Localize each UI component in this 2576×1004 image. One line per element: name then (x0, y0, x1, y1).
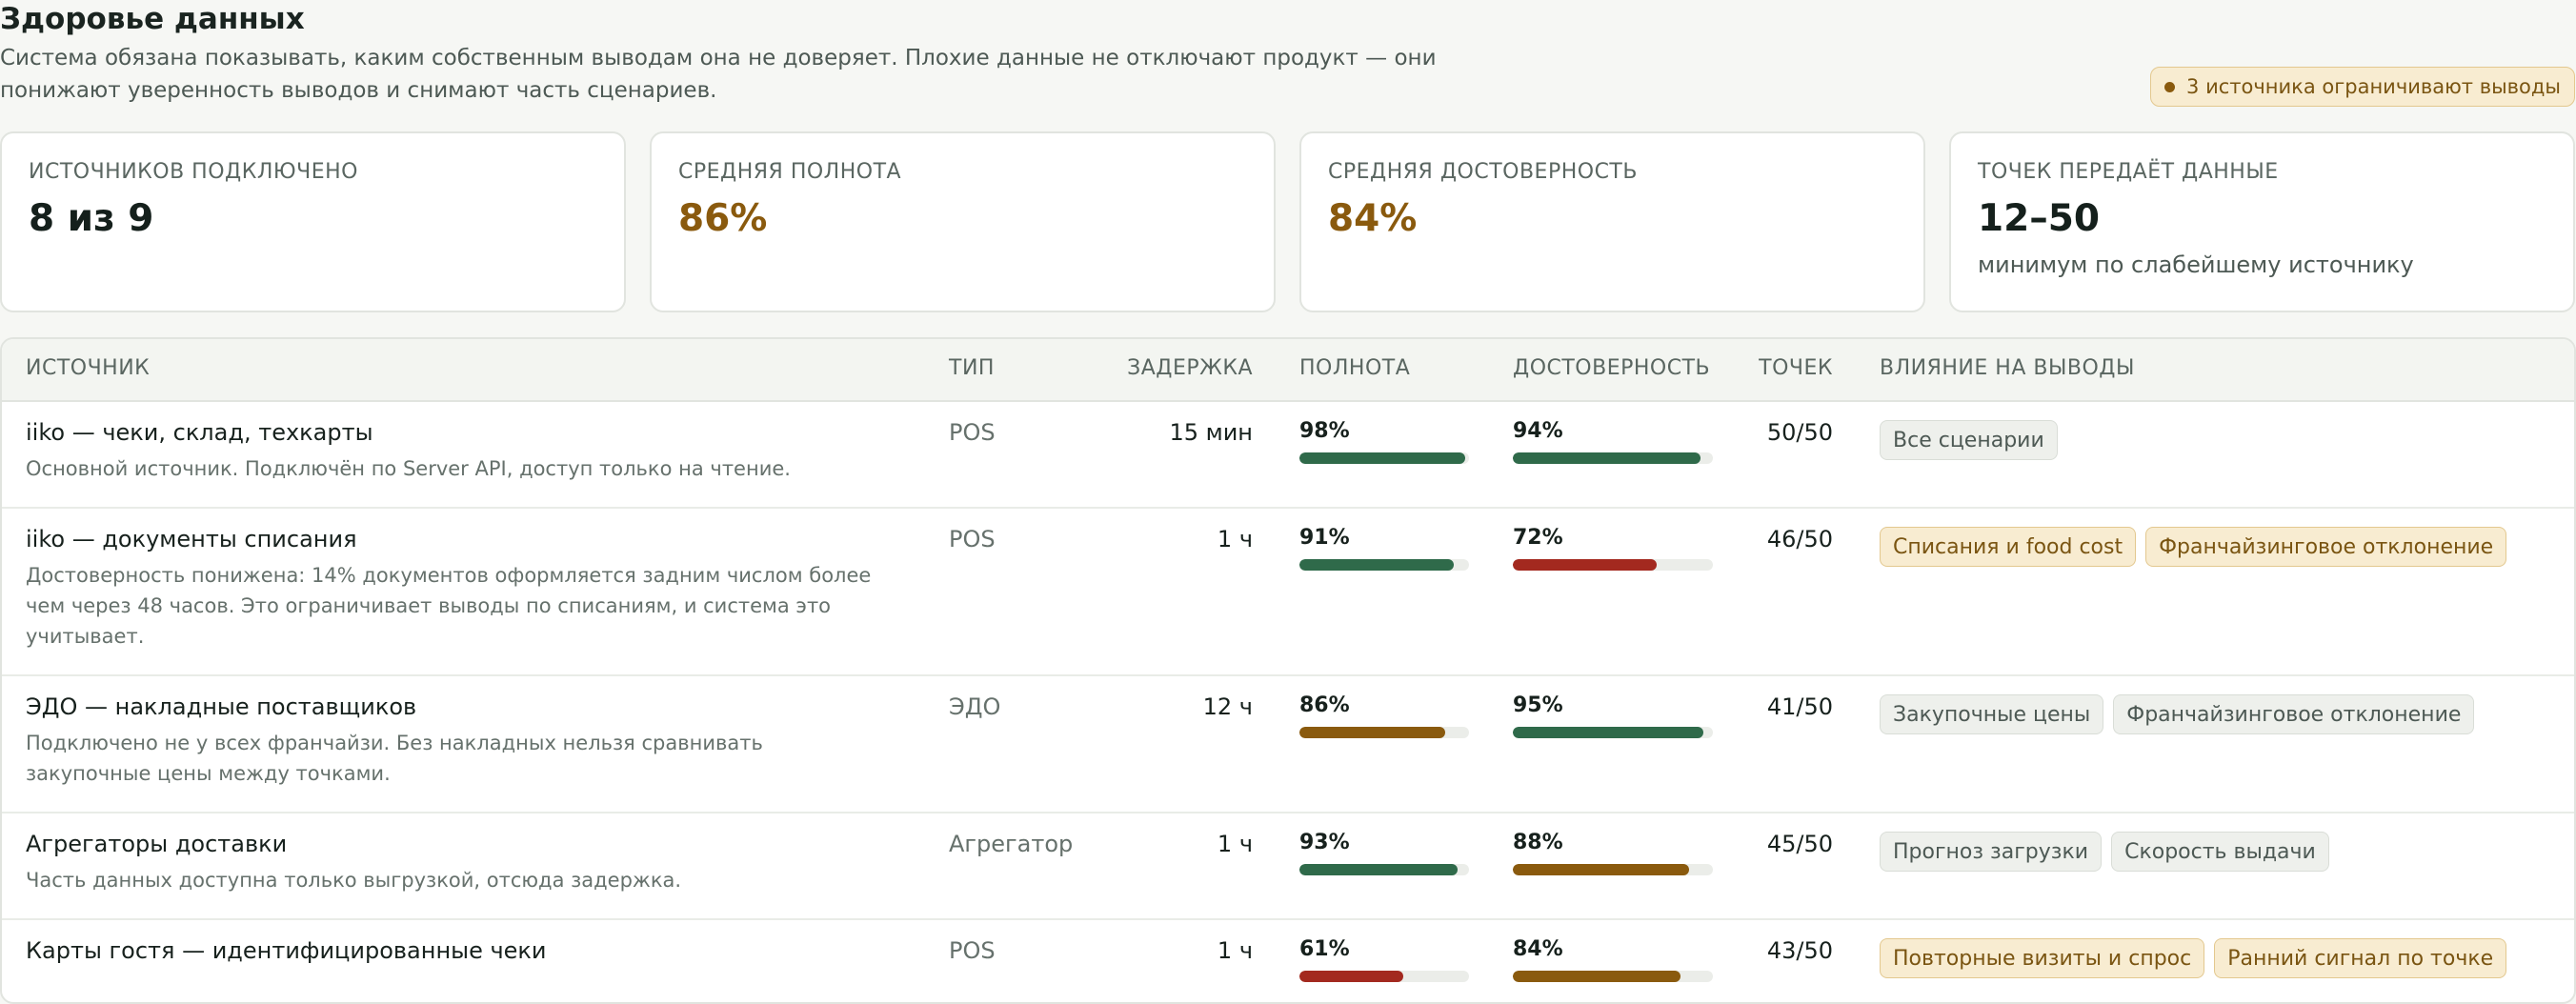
source-name: iiko — документы списания (26, 526, 357, 552)
impact-tag[interactable]: Прогноз загрузки (1880, 832, 2103, 872)
completeness-bar-fill (1299, 559, 1454, 571)
source-type: POS (949, 937, 996, 964)
impact-tag[interactable]: Франчайзинговое отклонение (2113, 694, 2475, 734)
kpi-label: СРЕДНЯЯ ПОЛНОТА (678, 160, 902, 184)
source-description: Часть данных доступна только выгрузкой, … (26, 869, 682, 892)
kpi-note: минимум по слабейшему источнику (1978, 251, 2414, 278)
completeness-bar-fill (1299, 452, 1466, 464)
column-header-reliability[interactable]: ДОСТОВЕРНОСТЬ (1513, 356, 1711, 380)
source-type: Агрегатор (949, 831, 1074, 857)
impact-tag[interactable]: Списания и food cost (1880, 527, 2137, 567)
completeness-value: 86% (1299, 693, 1350, 717)
points-value: 46/50 (1766, 526, 1833, 552)
source-description: Достоверность понижена: 14% документов о… (26, 564, 872, 648)
kpi-card-completeness: СРЕДНЯЯ ПОЛНОТА 86% (650, 131, 1276, 312)
reliability-value: 72% (1513, 526, 1563, 550)
reliability-bar-fill (1513, 559, 1658, 571)
column-header-completeness[interactable]: ПОЛНОТА (1299, 356, 1411, 380)
completeness-bar (1299, 452, 1469, 464)
table-header: ИСТОЧНИК ТИП ЗАДЕРЖКА ПОЛНОТА ДОСТОВЕРНО… (2, 339, 2574, 402)
kpi-card-reliability: СРЕДНЯЯ ДОСТОВЕРНОСТЬ 84% (1299, 131, 1925, 312)
source-type: POS (949, 526, 996, 552)
reliability-value: 88% (1513, 831, 1563, 854)
completeness-value: 91% (1299, 526, 1350, 550)
kpi-card-points: ТОЧЕК ПЕРЕДАЁТ ДАННЫЕ 12–50 минимум по с… (1949, 131, 2575, 312)
source-description: Основной источник. Подключён по Server A… (26, 457, 791, 480)
impact-tag[interactable]: Повторные визиты и спрос (1880, 938, 2205, 978)
source-name: Карты гостя — идентифицированные чеки (26, 937, 547, 964)
reliability-bar (1513, 727, 1713, 738)
completeness-bar-fill (1299, 864, 1458, 875)
column-header-source[interactable]: ИСТОЧНИК (26, 356, 151, 380)
source-type: ЭДО (949, 693, 1001, 720)
table-row[interactable]: ЭДО — накладные поставщиков Подключено н… (2, 674, 2574, 813)
source-description: Подключено не у всех франчайзи. Без накл… (26, 732, 763, 785)
source-name: Агрегаторы доставки (26, 831, 288, 857)
completeness-bar-fill (1299, 971, 1403, 982)
impact-tag[interactable]: Закупочные цены (1880, 694, 2104, 734)
sources-table: ИСТОЧНИК ТИП ЗАДЕРЖКА ПОЛНОТА ДОСТОВЕРНО… (0, 337, 2576, 1004)
column-header-points[interactable]: ТОЧЕК (1759, 356, 1833, 380)
reliability-value: 94% (1513, 419, 1563, 443)
kpi-label: ТОЧЕК ПЕРЕДАЁТ ДАННЫЕ (1978, 160, 2279, 184)
completeness-value: 93% (1299, 831, 1350, 854)
impact-tag[interactable]: Ранний сигнал по точке (2214, 938, 2507, 978)
completeness-value: 98% (1299, 419, 1350, 443)
points-value: 50/50 (1766, 419, 1833, 446)
impact-tag[interactable]: Франчайзинговое отклонение (2145, 527, 2507, 567)
reliability-bar-fill (1513, 864, 1689, 875)
reliability-value: 84% (1513, 937, 1563, 961)
column-header-type[interactable]: ТИП (949, 356, 995, 380)
column-header-delay[interactable]: ЗАДЕРЖКА (1127, 356, 1253, 380)
source-name: iiko — чеки, склад, техкарты (26, 419, 373, 446)
points-value: 45/50 (1766, 831, 1833, 857)
reliability-bar-fill (1513, 727, 1703, 738)
page-subtitle: Система обязана показывать, каким собств… (0, 46, 1437, 103)
reliability-value: 95% (1513, 693, 1563, 717)
kpi-label: СРЕДНЯЯ ДОСТОВЕРНОСТЬ (1328, 160, 1638, 184)
reliability-bar (1513, 971, 1713, 982)
source-delay: 1 ч (1217, 831, 1253, 857)
completeness-bar (1299, 559, 1469, 571)
kpi-value: 8 из 9 (29, 197, 154, 240)
table-row[interactable]: iiko — документы списания Достоверность … (2, 507, 2574, 676)
source-delay: 1 ч (1217, 526, 1253, 552)
table-row[interactable]: Агрегаторы доставки Часть данных доступн… (2, 812, 2574, 920)
source-type: POS (949, 419, 996, 446)
completeness-bar (1299, 971, 1469, 982)
reliability-bar-fill (1513, 452, 1701, 464)
page-title: Здоровье данных (0, 2, 305, 36)
kpi-value: 86% (678, 197, 768, 240)
kpi-label: ИСТОЧНИКОВ ПОДКЛЮЧЕНО (29, 160, 358, 184)
alert-badge-label: 3 источника ограничивают выводы (2186, 75, 2561, 98)
alert-badge[interactable]: 3 источника ограничивают выводы (2150, 67, 2575, 107)
completeness-value: 61% (1299, 937, 1350, 961)
reliability-bar (1513, 864, 1713, 875)
impact-tag[interactable]: Скорость выдачи (2111, 832, 2329, 872)
source-delay: 1 ч (1217, 937, 1253, 964)
kpi-card-sources: ИСТОЧНИКОВ ПОДКЛЮЧЕНО 8 из 9 (0, 131, 626, 312)
reliability-bar-fill (1513, 971, 1681, 982)
source-delay: 15 мин (1169, 419, 1253, 446)
column-header-impact[interactable]: ВЛИЯНИЕ НА ВЫВОДЫ (1880, 356, 2135, 380)
source-delay: 12 ч (1202, 693, 1253, 720)
warning-dot-icon (2164, 81, 2176, 92)
completeness-bar (1299, 727, 1469, 738)
kpi-strip: ИСТОЧНИКОВ ПОДКЛЮЧЕНО 8 из 9 СРЕДНЯЯ ПОЛ… (0, 131, 2576, 314)
source-name: ЭДО — накладные поставщиков (26, 693, 417, 720)
kpi-value: 84% (1328, 197, 1418, 240)
kpi-value: 12–50 (1978, 197, 2101, 240)
points-value: 41/50 (1766, 693, 1833, 720)
reliability-bar (1513, 452, 1713, 464)
completeness-bar-fill (1299, 727, 1446, 738)
table-row[interactable]: iiko — чеки, склад, техкарты Основной ис… (2, 400, 2574, 509)
table-row[interactable]: Карты гостя — идентифицированные чеки PO… (2, 918, 2574, 1002)
reliability-bar (1513, 559, 1713, 571)
completeness-bar (1299, 864, 1469, 875)
points-value: 43/50 (1766, 937, 1833, 964)
impact-tag[interactable]: Все сценарии (1880, 420, 2058, 460)
